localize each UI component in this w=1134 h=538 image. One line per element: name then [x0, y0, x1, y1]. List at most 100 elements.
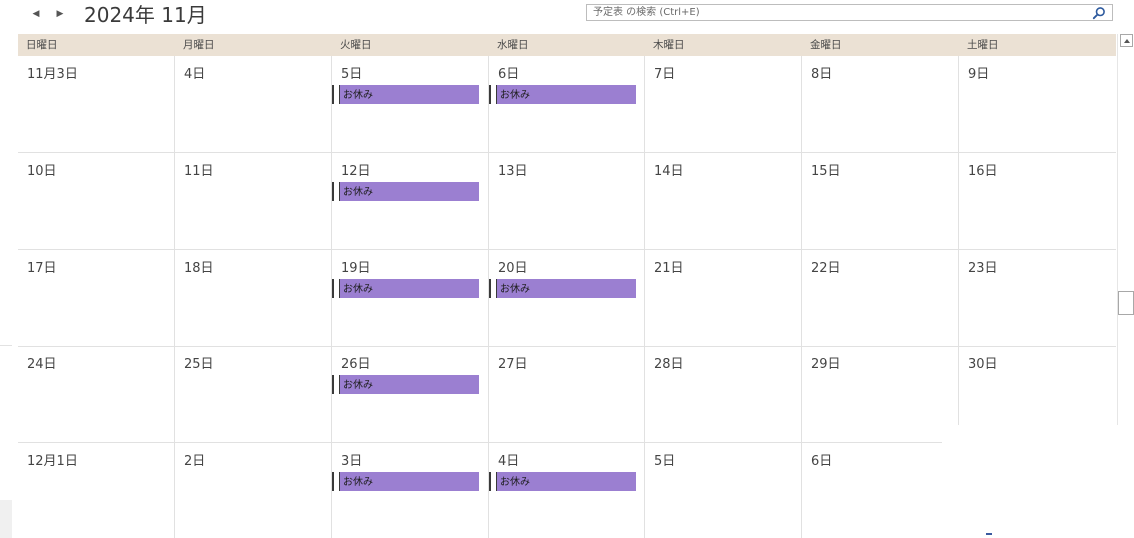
day-cell[interactable]: 10日 — [18, 153, 175, 250]
day-cell[interactable]: 8日 — [802, 56, 959, 153]
day-number: 16日 — [968, 164, 998, 179]
day-number: 5日 — [341, 67, 363, 82]
event-item[interactable]: お休み — [332, 375, 479, 394]
day-number: 26日 — [341, 357, 371, 372]
event-busy-indicator — [334, 279, 340, 298]
day-cell[interactable]: 27日 — [489, 346, 645, 443]
day-cell[interactable]: 9日 — [959, 56, 1116, 153]
event-item[interactable]: お休み — [489, 279, 636, 298]
search-box[interactable] — [586, 4, 1113, 21]
day-cell[interactable]: 3日お休み — [332, 443, 489, 538]
day-number: 3日 — [341, 454, 363, 469]
prev-month-button[interactable]: ◀ — [28, 6, 44, 22]
event-busy-indicator — [334, 182, 340, 201]
weekday-label: 水曜日 — [497, 39, 529, 51]
gutter-block — [0, 500, 12, 538]
day-number: 19日 — [341, 261, 371, 276]
day-cell[interactable]: 24日 — [18, 346, 175, 443]
event-busy-indicator — [334, 375, 340, 394]
event-item[interactable]: お休み — [332, 279, 479, 298]
day-cell[interactable]: 22日 — [802, 250, 959, 347]
day-cell[interactable]: 16日 — [959, 153, 1116, 250]
search-input[interactable] — [587, 5, 1093, 20]
event-busy-indicator — [334, 472, 340, 491]
day-cell[interactable]: 28日 — [645, 346, 802, 443]
event-title: お休み — [343, 187, 373, 198]
day-cell[interactable]: 4日お休み — [489, 443, 645, 538]
day-number: 24日 — [27, 357, 57, 372]
day-cell[interactable]: 6日 — [802, 443, 959, 538]
day-cell[interactable]: 23日 — [959, 250, 1116, 347]
day-cell[interactable]: 12日 お休み — [332, 153, 489, 250]
overlay-mark — [986, 533, 992, 535]
day-cell[interactable]: 19日お休み — [332, 250, 489, 347]
search-icon[interactable] — [1092, 6, 1106, 20]
day-cell[interactable]: 6日 お休み — [489, 56, 645, 153]
event-item[interactable]: お休み — [332, 85, 479, 104]
day-cell[interactable]: 14日 — [645, 153, 802, 250]
day-number: 22日 — [811, 261, 841, 276]
day-cell[interactable]: 26日お休み — [332, 346, 489, 443]
day-cell[interactable]: 29日 — [802, 346, 959, 443]
weekday-label: 月曜日 — [183, 39, 215, 51]
day-number: 9日 — [968, 67, 990, 82]
day-number: 17日 — [27, 261, 57, 276]
weekday-header: 日曜日 月曜日 火曜日 水曜日 木曜日 金曜日 土曜日 — [18, 34, 1116, 56]
arrow-up-icon — [1123, 38, 1130, 43]
week-row: 11月3日 4日 5日 お休み 6日 お休み 7日 8日 9日 — [18, 56, 1116, 153]
event-item[interactable]: お休み — [489, 472, 636, 491]
event-title: お休み — [500, 284, 530, 295]
day-number: 2日 — [184, 454, 206, 469]
left-gutter — [0, 0, 12, 538]
event-busy-indicator — [334, 85, 340, 104]
day-cell[interactable]: 21日 — [645, 250, 802, 347]
day-cell[interactable]: 13日 — [489, 153, 645, 250]
day-number: 23日 — [968, 261, 998, 276]
day-cell[interactable]: 11月3日 — [18, 56, 175, 153]
chevron-right-icon: ▶ — [56, 9, 64, 19]
day-number: 14日 — [654, 164, 684, 179]
event-title: お休み — [500, 477, 530, 488]
event-busy-indicator — [491, 279, 497, 298]
event-item[interactable]: お休み — [332, 472, 479, 491]
calendar-header: ◀ ▶ 2024年 11月 — [0, 0, 1134, 33]
day-number: 4日 — [498, 454, 520, 469]
day-number: 27日 — [498, 357, 528, 372]
weekday-label: 金曜日 — [810, 39, 842, 51]
overlay-panel — [942, 425, 1134, 538]
week-row: 17日 18日 19日 お休み 20日 お休み 21日 22日 23日 — [18, 250, 1116, 347]
event-busy-indicator — [491, 85, 497, 104]
day-cell[interactable]: 5日 — [645, 443, 802, 538]
event-title: お休み — [500, 90, 530, 101]
chevron-left-icon: ◀ — [32, 9, 40, 19]
gutter-tick — [0, 345, 12, 346]
scroll-up-button[interactable] — [1120, 34, 1133, 47]
day-number: 25日 — [184, 357, 214, 372]
event-item[interactable]: お休み — [332, 182, 479, 201]
event-title: お休み — [343, 380, 373, 391]
day-cell[interactable]: 5日お休み — [332, 56, 489, 153]
day-number: 4日 — [184, 67, 206, 82]
weekday-label: 土曜日 — [967, 39, 999, 51]
day-number: 12月1日 — [27, 454, 78, 469]
scroll-thumb[interactable] — [1118, 291, 1134, 315]
day-number: 29日 — [811, 357, 841, 372]
vertical-scrollbar[interactable] — [1117, 34, 1134, 538]
day-cell[interactable]: 20日 お休み — [489, 250, 645, 347]
month-grid: 11月3日 4日 5日 お休み 6日 お休み 7日 8日 9日 10日 11日 12日 お休み 13日 14… — [18, 56, 1116, 538]
event-title: お休み — [343, 477, 373, 488]
next-month-button[interactable]: ▶ — [52, 6, 68, 22]
day-cell[interactable]: 18日 — [175, 250, 332, 347]
weekday-label: 日曜日 — [26, 39, 58, 51]
day-cell[interactable]: 17日 — [18, 250, 175, 347]
day-cell[interactable]: 4日 — [175, 56, 332, 153]
day-number: 30日 — [968, 357, 998, 372]
day-cell[interactable]: 7日 — [645, 56, 802, 153]
day-cell[interactable]: 12月1日 — [18, 443, 175, 538]
day-number: 10日 — [27, 164, 57, 179]
day-cell[interactable]: 11日 — [175, 153, 332, 250]
day-cell[interactable]: 15日 — [802, 153, 959, 250]
day-cell[interactable]: 2日 — [175, 443, 332, 538]
day-cell[interactable]: 25日 — [175, 346, 332, 443]
event-item[interactable]: お休み — [489, 85, 636, 104]
